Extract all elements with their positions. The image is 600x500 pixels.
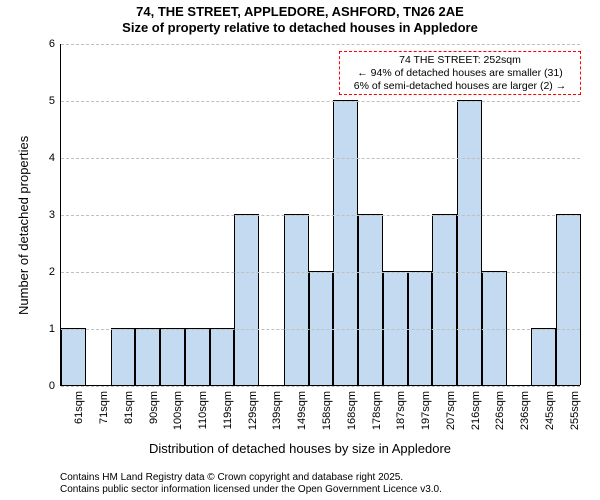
bar — [432, 214, 457, 385]
y-tick-label: 3 — [49, 209, 55, 221]
bar — [358, 214, 383, 385]
annotation-line: ← 94% of detached houses are smaller (31… — [343, 67, 577, 80]
x-tick-label: 216sqm — [470, 391, 482, 430]
x-tick-label: 61sqm — [73, 391, 85, 424]
gridline — [61, 329, 580, 330]
bar — [309, 271, 334, 385]
x-tick-label: 119sqm — [222, 391, 234, 429]
x-tick-label: 255sqm — [569, 391, 581, 430]
bar — [210, 328, 235, 385]
gridline — [61, 272, 580, 273]
annotation-line: 74 THE STREET: 252sqm — [343, 54, 577, 67]
footer-attribution: Contains HM Land Registry data © Crown c… — [60, 472, 442, 496]
x-tick-label: 110sqm — [197, 391, 209, 429]
gridline — [61, 386, 580, 387]
bar — [383, 271, 408, 385]
title-line-2: Size of property relative to detached ho… — [0, 20, 600, 36]
x-tick-label: 139sqm — [271, 391, 283, 430]
x-tick-label: 81sqm — [123, 391, 135, 424]
bar — [482, 271, 507, 385]
annotation-box: 74 THE STREET: 252sqm← 94% of detached h… — [339, 51, 581, 95]
bar — [531, 328, 556, 385]
title-line-1: 74, THE STREET, APPLEDORE, ASHFORD, TN26… — [0, 4, 600, 20]
bar — [333, 100, 358, 385]
footer-line-2: Contains public sector information licen… — [60, 484, 442, 496]
footer-line-1: Contains HM Land Registry data © Crown c… — [60, 472, 442, 484]
y-axis-label: Number of detached properties — [16, 136, 31, 315]
bar — [61, 328, 86, 385]
gridline — [61, 215, 580, 216]
property-size-chart: 74, THE STREET, APPLEDORE, ASHFORD, TN26… — [0, 0, 600, 500]
x-tick-label: 71sqm — [98, 391, 110, 424]
x-tick-label: 90sqm — [148, 391, 160, 424]
x-tick-label: 226sqm — [494, 391, 506, 430]
bar — [408, 271, 433, 385]
chart-title: 74, THE STREET, APPLEDORE, ASHFORD, TN26… — [0, 0, 600, 37]
bar — [160, 328, 185, 385]
gridline — [61, 101, 580, 102]
x-tick-label: 149sqm — [296, 391, 308, 430]
bar — [185, 328, 210, 385]
x-tick-label: 129sqm — [247, 391, 259, 430]
y-tick-label: 4 — [49, 152, 55, 164]
x-tick-label: 207sqm — [445, 391, 457, 430]
bar — [135, 328, 160, 385]
y-tick-label: 0 — [49, 380, 55, 392]
y-tick-label: 5 — [49, 95, 55, 107]
x-tick-label: 187sqm — [395, 391, 407, 430]
x-tick-label: 158sqm — [321, 391, 333, 430]
bar — [457, 100, 482, 385]
x-tick-label: 236sqm — [519, 391, 531, 430]
x-tick-label: 245sqm — [544, 391, 556, 430]
plot-area: 74 THE STREET: 252sqm← 94% of detached h… — [60, 44, 580, 386]
x-tick-label: 197sqm — [420, 391, 432, 430]
bar — [111, 328, 136, 385]
bar — [284, 214, 309, 385]
x-tick-label: 100sqm — [172, 391, 184, 430]
gridline — [61, 44, 580, 45]
x-tick-label: 178sqm — [371, 391, 383, 430]
bar — [234, 214, 259, 385]
annotation-line: 6% of semi-detached houses are larger (2… — [343, 80, 577, 93]
gridline — [61, 158, 580, 159]
y-tick-label: 1 — [49, 323, 55, 335]
x-axis-label: Distribution of detached houses by size … — [0, 441, 600, 456]
bar — [556, 214, 581, 385]
x-tick-label: 168sqm — [346, 391, 358, 430]
y-tick-label: 6 — [49, 38, 55, 50]
y-tick-label: 2 — [49, 266, 55, 278]
